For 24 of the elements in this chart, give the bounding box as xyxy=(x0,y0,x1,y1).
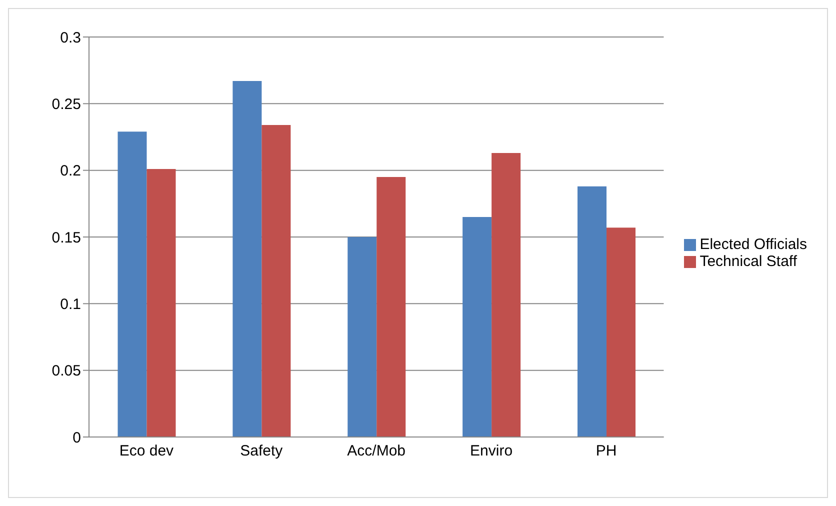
bar xyxy=(146,169,176,437)
bar xyxy=(606,228,636,437)
x-tick-label: Acc/Mob xyxy=(347,442,406,460)
legend-label: Elected Officials xyxy=(700,236,807,253)
bar xyxy=(376,177,406,437)
legend-label: Technical Staff xyxy=(700,253,797,270)
bar xyxy=(232,81,262,437)
x-tick-label: PH xyxy=(596,442,617,460)
bar xyxy=(262,125,291,437)
y-tick-label: 0.15 xyxy=(52,229,81,246)
y-tick-label: 0.3 xyxy=(60,29,81,46)
x-tick-label: Safety xyxy=(240,442,284,460)
bar xyxy=(578,186,607,437)
y-tick-label: 0.25 xyxy=(52,96,81,113)
y-tick-label: 0.2 xyxy=(60,162,81,180)
y-tick-label: 0 xyxy=(72,429,81,446)
x-tick-label: Eco dev xyxy=(119,442,174,460)
y-tick-label: 0.05 xyxy=(52,362,81,380)
bar xyxy=(118,132,147,437)
x-tick-label: Enviro xyxy=(470,442,513,460)
y-tick-label: 0.1 xyxy=(60,296,81,313)
bar xyxy=(348,237,377,437)
bar xyxy=(462,217,492,437)
bar xyxy=(492,153,521,437)
